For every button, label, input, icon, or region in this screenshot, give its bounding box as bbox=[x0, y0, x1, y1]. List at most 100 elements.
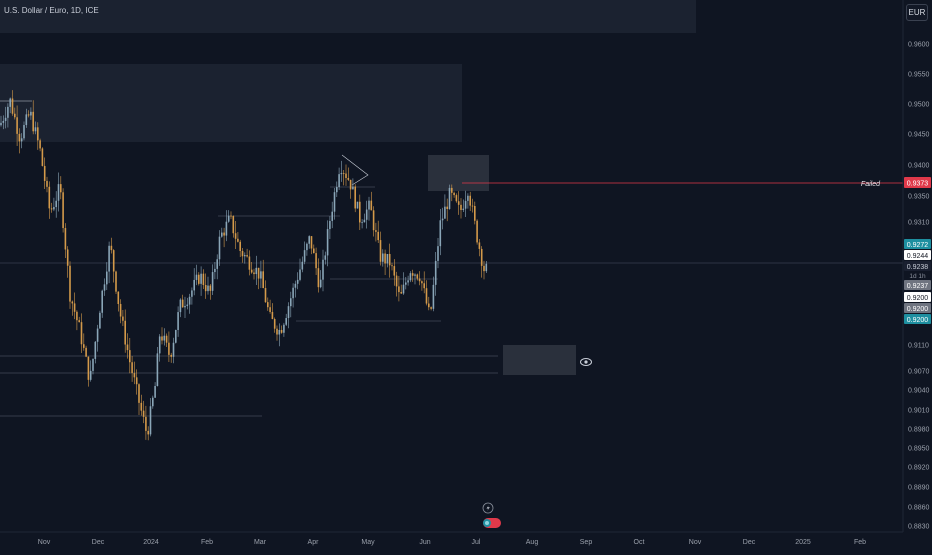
candle-body bbox=[437, 246, 439, 261]
lightning-icon[interactable] bbox=[482, 502, 494, 514]
candle-body bbox=[181, 299, 184, 308]
candle-body bbox=[280, 329, 283, 333]
candle-body bbox=[14, 113, 16, 118]
candle-body bbox=[439, 220, 442, 247]
candle-body bbox=[428, 303, 430, 308]
x-tick-label: 2025 bbox=[795, 539, 811, 546]
candle-body bbox=[388, 253, 391, 266]
candle-body bbox=[186, 304, 189, 306]
candle-body bbox=[170, 354, 172, 357]
candle-body bbox=[393, 266, 396, 276]
candle-body bbox=[347, 177, 350, 180]
candle-body bbox=[322, 259, 324, 280]
candle-body bbox=[303, 250, 306, 262]
candle-body bbox=[39, 140, 41, 149]
candle-body bbox=[140, 402, 143, 411]
time-axis[interactable]: Nov Dec 2024 Feb Mar Apr May Jun Jul Aug Sep Oct Nov… bbox=[38, 539, 866, 546]
currency-button[interactable]: EUR bbox=[906, 4, 928, 21]
candle-body bbox=[92, 358, 94, 371]
y-tick-label: 0.9040 bbox=[908, 388, 930, 395]
candle-body bbox=[89, 370, 92, 380]
y-tick-label: 0.9450 bbox=[908, 132, 930, 139]
candle-body bbox=[462, 208, 465, 210]
candle-body bbox=[9, 98, 11, 107]
candle-body bbox=[16, 117, 18, 134]
candle-body bbox=[53, 207, 55, 210]
countdown-text: 1d 1h bbox=[909, 273, 926, 280]
candle-body bbox=[158, 336, 161, 354]
price-badge-3 bbox=[904, 261, 931, 271]
candle-body bbox=[340, 173, 343, 175]
price-axis[interactable]: 0.9600 0.9550 0.9500 0.9450 0.9400 0.9350 0.93… bbox=[908, 42, 930, 531]
y-tick-label: 0.8980 bbox=[908, 427, 930, 434]
candle-body bbox=[221, 232, 223, 237]
candle-body bbox=[363, 219, 366, 223]
candle-body bbox=[423, 283, 425, 289]
y-tick-label: 0.9550 bbox=[908, 72, 930, 79]
x-tick-label: Dec bbox=[743, 539, 756, 546]
candle-body bbox=[398, 286, 400, 293]
demand-zone-box bbox=[503, 345, 576, 375]
candle-body bbox=[361, 222, 363, 224]
candle-body bbox=[193, 279, 195, 291]
candle-body bbox=[370, 200, 373, 211]
candle-body bbox=[7, 106, 9, 118]
candle-body bbox=[421, 281, 423, 284]
candle-body bbox=[432, 284, 435, 309]
candle-body bbox=[379, 240, 382, 262]
candle-body bbox=[149, 406, 152, 435]
candle-body bbox=[264, 288, 267, 303]
candle-body bbox=[175, 329, 177, 343]
candle-body bbox=[23, 125, 25, 139]
x-tick-label: Apr bbox=[308, 539, 320, 546]
candle-body bbox=[248, 256, 251, 270]
candle-body bbox=[345, 173, 347, 178]
candle-body bbox=[375, 230, 377, 232]
candle-body bbox=[20, 138, 23, 142]
candles-group bbox=[0, 90, 488, 441]
triangle-drawing bbox=[341, 154, 369, 186]
y-tick-label: 0.9010 bbox=[908, 408, 930, 415]
candle-body bbox=[326, 229, 329, 256]
candle-body bbox=[117, 291, 120, 304]
candle-body bbox=[331, 211, 333, 221]
candle-body bbox=[471, 205, 474, 207]
candle-body bbox=[315, 253, 317, 269]
price-badge-1-text: 0.9272 bbox=[907, 242, 929, 249]
candle-body bbox=[11, 98, 14, 114]
candle-body bbox=[179, 299, 182, 313]
candle-body bbox=[218, 236, 221, 260]
candle-body bbox=[271, 311, 274, 320]
candle-body bbox=[57, 184, 60, 201]
candle-body bbox=[214, 268, 216, 273]
price-badge-5 bbox=[904, 292, 931, 302]
candle-body bbox=[476, 220, 478, 243]
x-tick-label: Mar bbox=[254, 539, 267, 546]
x-tick-label: Feb bbox=[854, 539, 866, 546]
candle-body bbox=[368, 200, 370, 210]
candle-body bbox=[211, 272, 214, 291]
y-tick-label: 0.9110 bbox=[908, 343, 929, 350]
y-tick-label: 0.9500 bbox=[908, 102, 930, 109]
candle-body bbox=[483, 265, 485, 272]
candle-body bbox=[299, 269, 301, 280]
failed-label: Failed bbox=[861, 181, 881, 188]
candle-body bbox=[145, 416, 147, 431]
candle-body bbox=[27, 114, 30, 116]
candle-body bbox=[87, 356, 90, 380]
candle-body bbox=[209, 285, 212, 291]
candle-body bbox=[163, 335, 166, 341]
y-tick-label: 0.9070 bbox=[908, 369, 930, 376]
candle-body bbox=[267, 302, 269, 308]
events-icon[interactable] bbox=[483, 518, 501, 528]
y-tick-label: 0.9350 bbox=[908, 194, 930, 201]
supply-zone-upper bbox=[0, 64, 462, 142]
candle-body bbox=[260, 271, 262, 279]
candle-body bbox=[457, 201, 460, 205]
eye-icon[interactable] bbox=[580, 358, 592, 366]
candle-body bbox=[223, 232, 225, 236]
candle-body bbox=[156, 353, 159, 387]
x-tick-label: Nov bbox=[689, 539, 702, 546]
